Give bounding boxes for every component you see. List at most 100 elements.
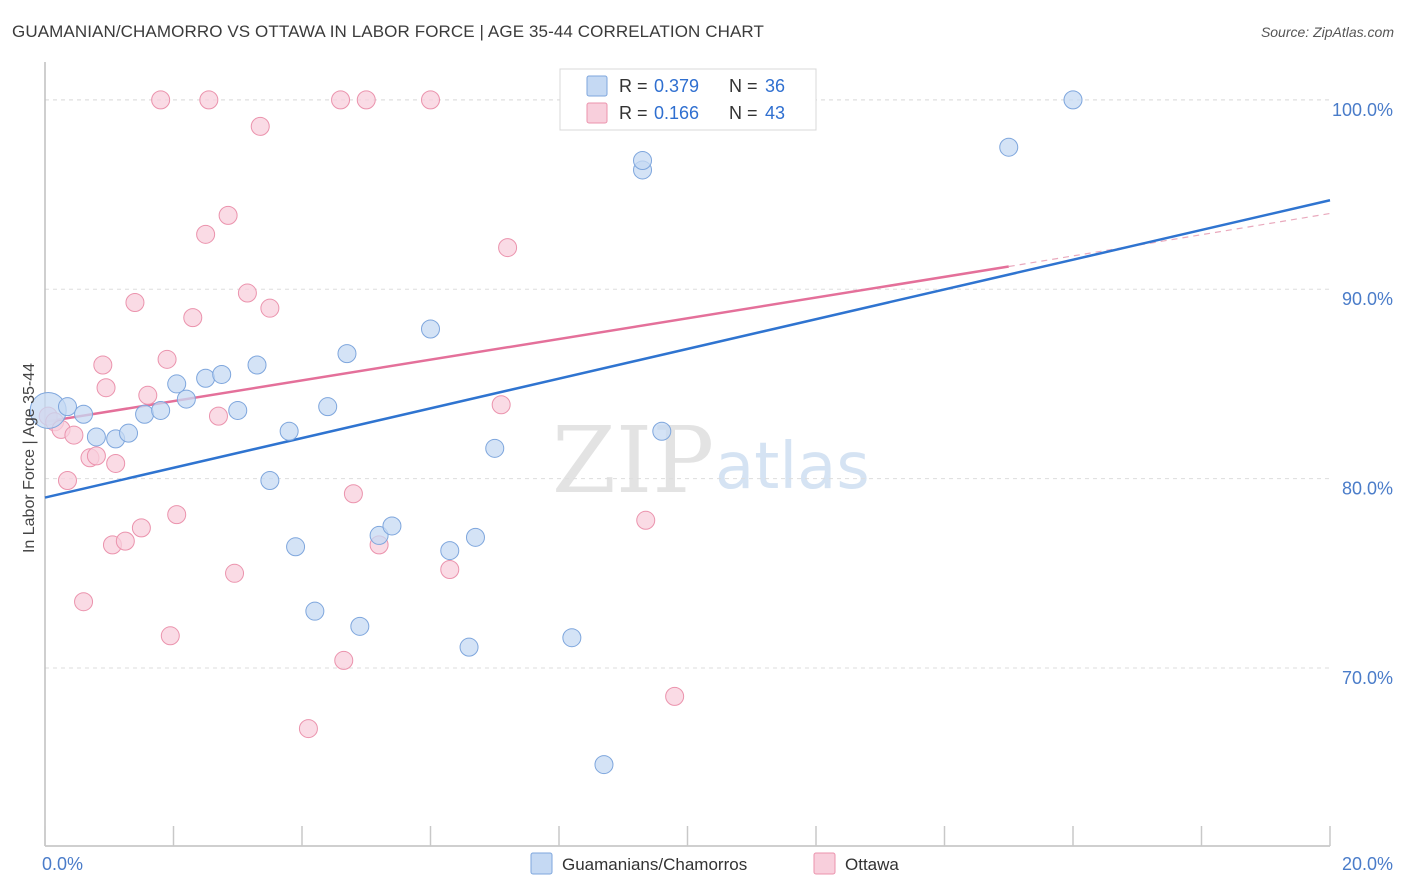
point-ottawa — [440, 560, 460, 580]
point-ottawa — [218, 205, 238, 225]
point-guamanians — [1063, 90, 1083, 110]
point-ottawa — [421, 90, 440, 110]
point-ottawa — [225, 563, 245, 583]
point-ottawa — [491, 395, 511, 415]
legend-r-value-2: 0.166 — [654, 103, 699, 123]
legend-n-label-1: N = — [729, 76, 758, 96]
point-ottawa — [125, 293, 145, 313]
point-ottawa — [138, 385, 158, 405]
point-guamanians — [459, 637, 479, 657]
y-tick-label: 70.0% — [1342, 668, 1393, 688]
point-ottawa — [250, 116, 270, 136]
point-ottawa — [498, 238, 518, 258]
point-ottawa — [160, 626, 180, 646]
point-guamanians — [74, 404, 94, 424]
point-guamanians — [633, 150, 653, 170]
point-ottawa — [183, 308, 203, 328]
point-guamanians — [305, 601, 325, 621]
point-guamanians — [119, 423, 139, 443]
bottom-legend-swatch-ottawa — [813, 852, 836, 875]
point-ottawa — [74, 592, 94, 612]
point-guamanians — [196, 368, 216, 388]
tick-labels: 70.0% 80.0% 90.0% 100.0% 0.0% 20.0% — [42, 100, 1393, 874]
y-tick-label: 80.0% — [1342, 479, 1393, 499]
point-guamanians — [440, 541, 460, 561]
point-guamanians — [594, 755, 614, 775]
point-ottawa — [57, 471, 77, 491]
point-guamanians — [999, 137, 1019, 157]
watermark-zip: ZIP — [552, 407, 714, 514]
legend-n-value-2: 43 — [765, 103, 785, 123]
point-guamanians — [135, 404, 155, 424]
point-guamanians — [421, 319, 440, 339]
point-guamanians — [369, 525, 389, 545]
point-ottawa — [115, 531, 135, 551]
chart-title: GUAMANIAN/CHAMORRO VS OTTAWA IN LABOR FO… — [12, 22, 764, 41]
point-ottawa — [199, 90, 219, 110]
point-guamanians — [465, 527, 485, 547]
axes — [44, 62, 1331, 847]
top-legend: R = 0.379 N = 36 R = 0.166 N = 43 — [559, 68, 817, 131]
point-guamanians — [318, 397, 338, 417]
point-guamanians — [151, 400, 171, 420]
point-ottawa — [93, 355, 113, 375]
legend-swatch-guamanians — [586, 75, 608, 97]
point-guamanians — [247, 355, 267, 375]
point-guamanians — [350, 616, 370, 636]
x-tick-label-min: 0.0% — [42, 854, 83, 874]
point-ottawa — [106, 453, 126, 473]
y-tick-label: 90.0% — [1342, 289, 1393, 309]
watermark-atlas: atlas — [715, 430, 870, 504]
point-ottawa — [64, 425, 84, 445]
point-ottawa — [298, 719, 318, 739]
point-guamanians — [212, 364, 232, 384]
point-ottawa — [343, 484, 363, 504]
point-guamanians — [57, 397, 77, 417]
point-ottawa — [131, 518, 151, 538]
point-ottawa — [167, 505, 187, 525]
point-ottawa — [196, 224, 216, 244]
point-ottawa — [237, 283, 257, 303]
point-guamanians — [86, 427, 106, 447]
point-ottawa — [636, 510, 656, 530]
legend-r-label-1: R = — [619, 76, 648, 96]
point-guamanians — [485, 438, 505, 458]
point-guamanians — [337, 344, 357, 364]
trend-lines — [44, 199, 1331, 499]
trend-line-ottawa-extension — [1008, 212, 1331, 268]
point-guamanians — [260, 471, 280, 491]
point-ottawa — [334, 650, 354, 670]
bottom-legend-label-ottawa: Ottawa — [845, 855, 899, 874]
point-ottawa — [157, 349, 177, 369]
point-guamanians — [286, 537, 306, 557]
point-ottawa — [96, 378, 116, 398]
legend-n-value-1: 36 — [765, 76, 785, 96]
point-guamanians — [228, 400, 248, 420]
point-guamanians — [382, 516, 402, 536]
trend-line-ottawa — [44, 265, 1009, 424]
source-credit: Source: ZipAtlas.com — [1260, 24, 1394, 40]
bottom-legend: Guamanians/Chamorros Ottawa — [530, 852, 899, 875]
legend-r-label-2: R = — [619, 103, 648, 123]
point-guamanians — [279, 421, 299, 441]
legend-n-label-2: N = — [729, 103, 758, 123]
point-ottawa — [86, 446, 106, 466]
point-guamanians — [652, 421, 672, 441]
point-ottawa — [208, 406, 228, 426]
point-guamanians — [562, 628, 582, 648]
bottom-legend-swatch-guamanians — [530, 852, 553, 875]
watermark: ZIP atlas — [552, 407, 870, 514]
grid — [45, 99, 1330, 669]
bottom-legend-label-guamanians: Guamanians/Chamorros — [562, 855, 747, 874]
point-ottawa — [151, 90, 171, 110]
y-axis-label: In Labor Force | Age 35-44 — [21, 363, 38, 553]
trend-line-guamanians — [44, 199, 1331, 499]
legend-r-value-1: 0.379 — [654, 76, 699, 96]
point-ottawa — [665, 686, 685, 706]
point-ottawa — [260, 298, 280, 318]
point-guamanians — [176, 389, 196, 409]
point-guamanians — [167, 374, 187, 394]
point-ottawa — [356, 90, 376, 110]
x-tick-label-max: 20.0% — [1342, 854, 1393, 874]
